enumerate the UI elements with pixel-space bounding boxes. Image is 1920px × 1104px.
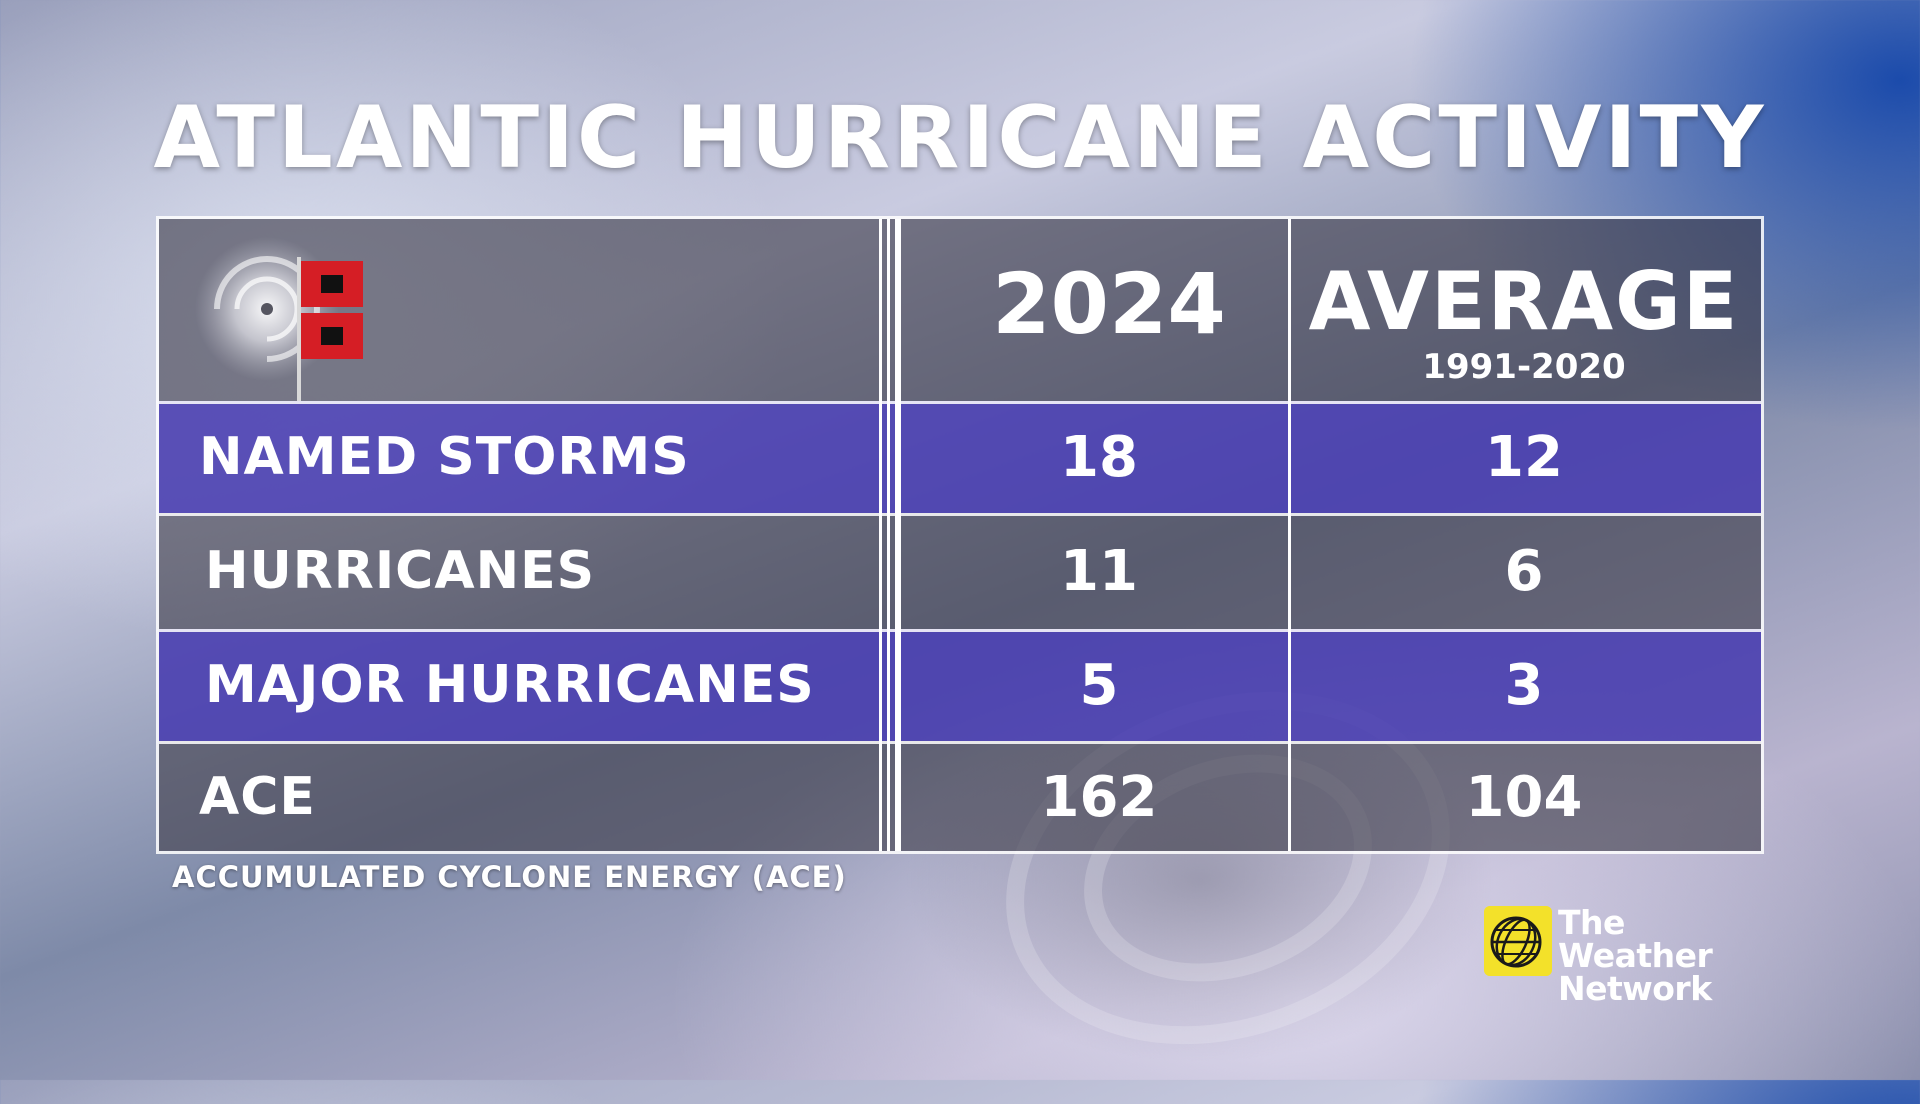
- column-divider: [887, 219, 890, 851]
- row-label: HURRICANES: [205, 541, 596, 601]
- value-average: 104: [1465, 765, 1583, 830]
- table-row-ace: ACE 162 104: [159, 741, 1761, 851]
- value-average: 6: [1504, 539, 1544, 604]
- row-label: MAJOR HURRICANES: [205, 655, 815, 715]
- weather-network-globe-icon: [1484, 906, 1552, 976]
- hurricane-warning-flags-icon: [195, 237, 363, 407]
- row-divider: [159, 741, 1761, 744]
- column-header-average: AVERAGE: [1308, 255, 1740, 348]
- value-average: 3: [1504, 653, 1544, 718]
- table-row-major-hurricanes: MAJOR HURRICANES 5 3: [159, 629, 1761, 741]
- column-header-average-period: 1991-2020: [1422, 347, 1626, 387]
- row-divider: [159, 629, 1761, 632]
- column-divider: [879, 219, 882, 851]
- logo-text: The Weather Network: [1558, 906, 1784, 1005]
- row-label: NAMED STORMS: [199, 427, 690, 487]
- column-divider: [895, 219, 901, 851]
- weather-network-logo: The Weather Network: [1484, 906, 1784, 1005]
- logo-line-2: Network: [1558, 969, 1712, 1008]
- value-2024: 11: [1060, 539, 1138, 604]
- column-divider: [1288, 219, 1291, 851]
- ace-footnote: ACCUMULATED CYCLONE ENERGY (ACE): [172, 860, 847, 894]
- table-row-named-storms: NAMED STORMS 18 12: [159, 401, 1761, 513]
- column-header-2024: 2024: [992, 255, 1226, 353]
- row-divider: [159, 401, 1761, 404]
- value-2024: 5: [1079, 653, 1119, 718]
- stats-table: 2024 AVERAGE 1991-2020 NAMED STORMS 18 1…: [156, 216, 1764, 854]
- row-divider: [159, 513, 1761, 516]
- table-row-hurricanes: HURRICANES 11 6: [159, 513, 1761, 629]
- row-label: ACE: [199, 767, 316, 827]
- value-2024: 162: [1040, 765, 1158, 830]
- table-header-row: 2024 AVERAGE 1991-2020: [159, 219, 1761, 407]
- value-2024: 18: [1060, 425, 1138, 490]
- page-title: ATLANTIC HURRICANE ACTIVITY: [153, 88, 1767, 188]
- value-average: 12: [1485, 425, 1563, 490]
- logo-line-1: The Weather: [1558, 903, 1713, 975]
